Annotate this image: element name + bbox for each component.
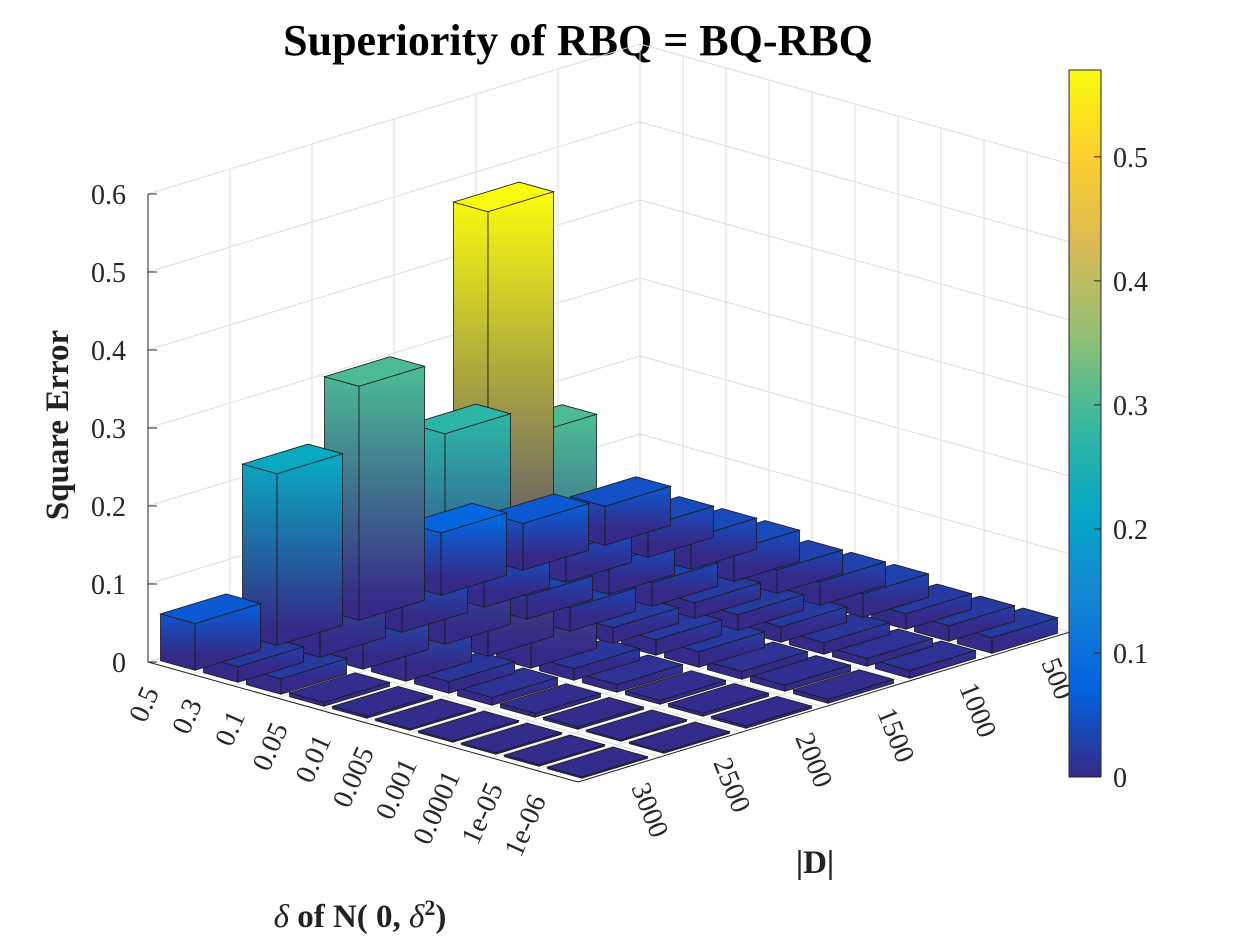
bar-1e-06-3000 xyxy=(546,746,649,779)
grid-sidewall-z xyxy=(639,277,1071,399)
bar-face-top xyxy=(569,476,672,507)
bar-0.0001-1500 xyxy=(706,641,809,680)
delta-tick-label: 0.005 xyxy=(327,742,381,812)
colorbar-tick-label: 0.4 xyxy=(1113,267,1148,298)
grid-backwall-z xyxy=(147,199,641,351)
y-axis-label: δ of N( 0, δ2) xyxy=(274,895,447,936)
bar-1e-06-2000 xyxy=(710,695,813,729)
chart-title: Superiority of RBQ = BQ-RBQ xyxy=(283,16,873,65)
z-tick-label: 0.2 xyxy=(91,492,126,523)
delta-tick-label: 0.1 xyxy=(209,706,252,751)
d-tick-label: 2000 xyxy=(789,729,839,793)
colorbar-tick-label: 0.2 xyxy=(1113,515,1148,546)
bar-face-top xyxy=(452,181,555,213)
delta-tick-label: 1e-05 xyxy=(456,778,510,849)
x-axis-line xyxy=(577,631,1071,783)
grid-sidewall-z xyxy=(639,433,1071,555)
bar-1e-05-1500 xyxy=(749,655,852,692)
bar-0.0001-3000 xyxy=(460,722,563,755)
bar-0.0001-2000 xyxy=(624,670,727,705)
bar-face-top xyxy=(792,669,895,700)
bar-face-top xyxy=(417,710,520,742)
axes xyxy=(147,193,1071,783)
bar-face-top xyxy=(581,654,684,685)
bar-0.5-3000 xyxy=(159,593,262,671)
delta-tick-label: 0.3 xyxy=(166,694,209,739)
colorbar-tick-label: 0.3 xyxy=(1113,391,1148,422)
bar-1e-05-2500 xyxy=(585,709,688,742)
bar-face-front xyxy=(276,453,343,646)
bar-1e-06-2500 xyxy=(628,721,731,754)
bar-face-top xyxy=(542,696,645,728)
bar-0.001-2500 xyxy=(499,683,602,718)
bar-face-top xyxy=(624,670,727,701)
d-tick-label: 3000 xyxy=(625,779,675,843)
grid-sidewall-z xyxy=(639,121,1071,243)
bar-face-top xyxy=(831,628,934,659)
delta-tick-label: 0.05 xyxy=(247,718,295,775)
x-axis-label: |D| xyxy=(796,845,834,881)
bar-1e-05-2000 xyxy=(667,683,770,717)
delta-tick-label: 1e-06 xyxy=(499,790,553,861)
bar-0.5-2500 xyxy=(241,443,344,646)
bars-group xyxy=(159,181,1059,779)
colorbar-gradient xyxy=(1068,69,1102,778)
bar-face-top xyxy=(503,734,606,766)
bar-face-top xyxy=(874,640,977,671)
bar-face-top xyxy=(749,655,852,686)
bar-0.005-3000 xyxy=(374,698,477,731)
grid-sidewall-z xyxy=(639,43,1071,165)
bar-1e-06-1000 xyxy=(874,640,977,679)
delta-tick-label: 0.5 xyxy=(123,682,166,727)
z-tick-label: 0.5 xyxy=(91,258,126,289)
grid-backwall-z xyxy=(147,121,641,273)
d-tick-label: 2500 xyxy=(707,754,757,818)
colorbar: 0 0.1 0.2 0.3 0.4 0.5 xyxy=(1068,69,1148,794)
bar-face-top xyxy=(667,683,770,714)
z-tick-label: 0 xyxy=(112,648,126,679)
z-tick-label: 0.3 xyxy=(91,414,126,445)
d-tick-label: 1500 xyxy=(871,704,921,768)
y-axis-line xyxy=(147,661,579,783)
bar-1e-05-3000 xyxy=(503,734,606,767)
z-tick-label: 0.6 xyxy=(91,180,126,211)
bar-face-top xyxy=(456,667,559,698)
colorbar-tick-label: 0.5 xyxy=(1113,143,1148,174)
bar-face-top xyxy=(628,721,731,753)
bar-0.0001-2500 xyxy=(542,696,645,730)
grid-sidewall-z xyxy=(639,199,1071,321)
bar-face-top xyxy=(374,698,477,730)
bar-face-top xyxy=(460,722,563,754)
grid-backwall-z xyxy=(147,277,641,429)
bar-1e-06-1500 xyxy=(792,669,895,704)
bar-face-top xyxy=(159,593,262,624)
d-tick-label: 1000 xyxy=(953,679,1003,743)
colorbar-tick-label: 0.1 xyxy=(1113,639,1148,670)
bar-0.05-3000 xyxy=(288,672,391,707)
bar-face-top xyxy=(241,443,344,475)
bar-face-top xyxy=(323,356,426,387)
grid-sidewall-z xyxy=(639,355,1071,477)
bar-0.001-3000 xyxy=(417,710,520,743)
bar-face-front xyxy=(358,365,425,621)
grid-backwall-z xyxy=(147,43,641,195)
bar-face-top xyxy=(585,709,688,741)
bar-face-top xyxy=(288,672,391,703)
bar-0.01-3000 xyxy=(331,685,434,719)
bar-0.005-2500 xyxy=(456,667,559,706)
z-axis-label: Square Error xyxy=(40,330,76,520)
delta-tick-label: 0.001 xyxy=(370,754,424,824)
colorbar-tick-label: 0 xyxy=(1113,763,1127,794)
bar-0.001-2000 xyxy=(581,654,684,693)
bar-face-top xyxy=(546,746,649,778)
z-tick-label: 0.1 xyxy=(91,570,126,601)
delta-tick-label: 0.01 xyxy=(290,730,338,787)
bar-face-top xyxy=(706,641,809,672)
bar-face-top xyxy=(331,685,434,717)
bar-face-top xyxy=(499,683,602,714)
bar-face-top xyxy=(710,695,813,727)
z-tick-label: 0.4 xyxy=(91,336,126,367)
